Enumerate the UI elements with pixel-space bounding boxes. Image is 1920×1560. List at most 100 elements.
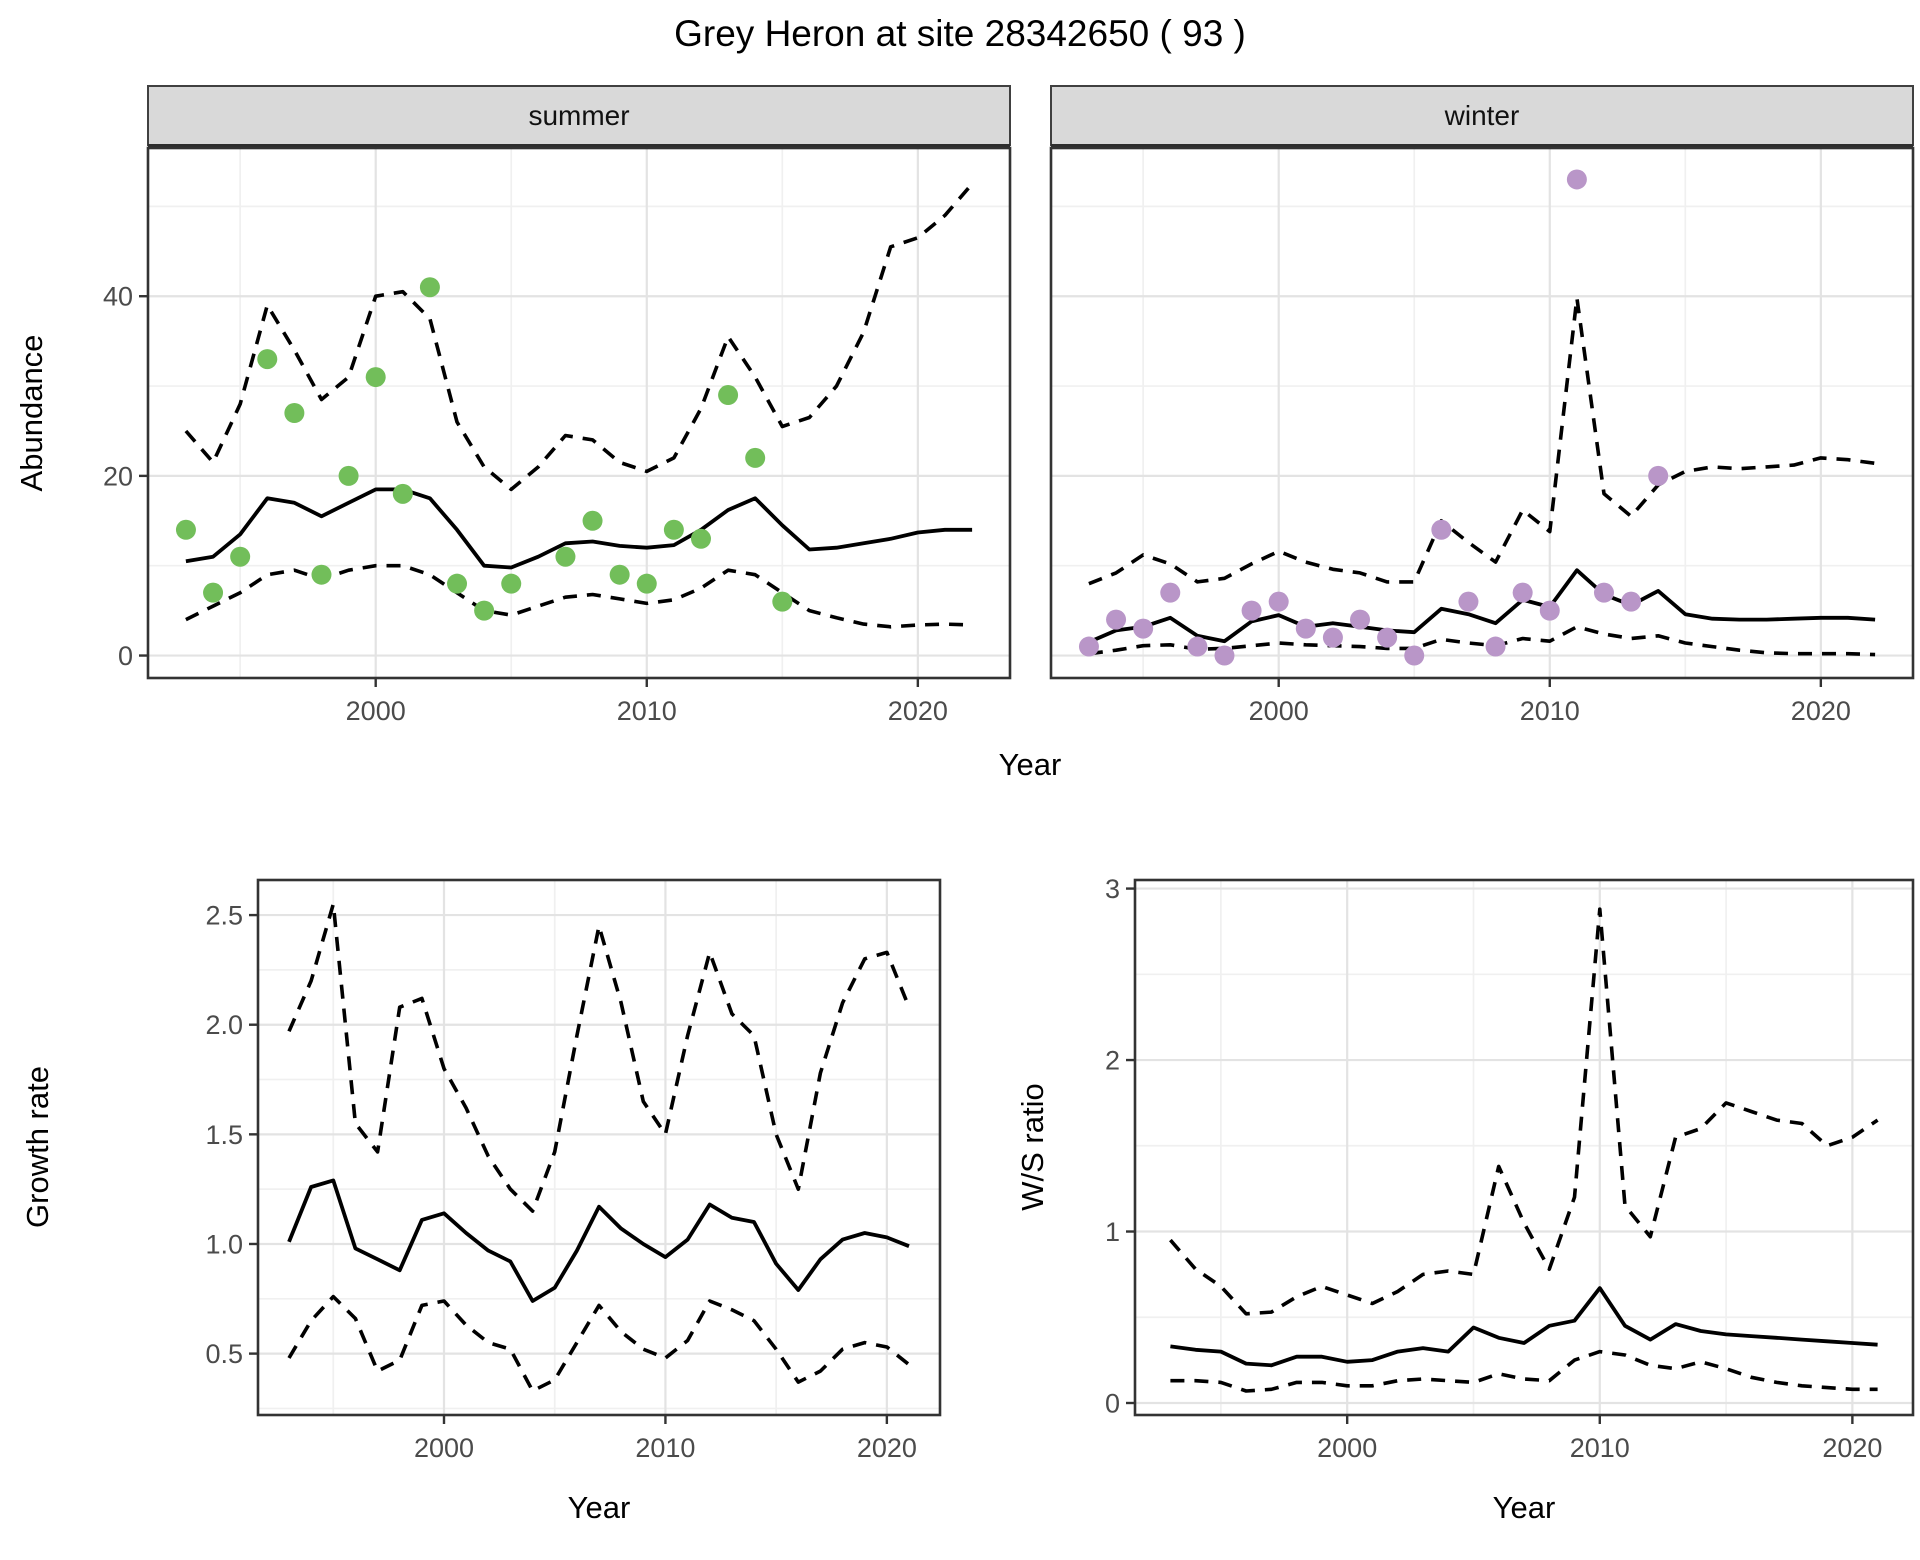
strip-background: [1050, 85, 1914, 146]
data-point: [1268, 591, 1289, 612]
data-point: [1187, 636, 1208, 657]
y-tick-label: 0: [118, 641, 133, 671]
data-point: [284, 403, 305, 423]
confidence-upper-line: [1088, 296, 1876, 586]
data-point: [203, 582, 224, 603]
data-point: [690, 528, 711, 549]
fit-line: [1088, 568, 1876, 644]
figure-title: Grey Heron at site 28342650 ( 93 ): [674, 13, 1246, 54]
confidence-lower-line: [1170, 1349, 1878, 1393]
data-point: [338, 465, 359, 486]
data-point: [1539, 600, 1560, 621]
data-point: [1133, 618, 1154, 639]
data-point: [663, 519, 684, 540]
confidence-upper-line: [287, 902, 911, 1213]
y-tick-label: 0.5: [205, 1339, 243, 1369]
x-tick-label: 2020: [888, 696, 948, 726]
x-tick-label: 2000: [346, 696, 406, 726]
panel-background: [1135, 880, 1913, 1415]
y-tick-label: 2.0: [205, 1010, 243, 1040]
y-tick-label: 0: [1105, 1388, 1120, 1418]
data-point: [609, 564, 630, 585]
data-point: [1648, 465, 1669, 486]
x-tick-label: 2020: [1791, 696, 1851, 726]
y-tick-label: 1.5: [205, 1120, 243, 1150]
facet-strip-label-winter: winter: [1444, 100, 1520, 131]
panel-border: [256, 878, 942, 1417]
data-point: [1485, 636, 1506, 657]
data-point: [1431, 519, 1452, 540]
data-point: [1593, 582, 1614, 603]
data-point: [1241, 600, 1262, 621]
fit-line: [287, 1178, 910, 1303]
data-point: [1512, 582, 1533, 603]
x-tick-label: 2020: [1822, 1433, 1882, 1463]
panel-border: [1049, 146, 1915, 680]
data-point: [745, 447, 766, 468]
x-axis-label-growth-rate: Year: [568, 1490, 631, 1525]
x-tick-label: 2010: [635, 1433, 695, 1463]
data-point: [1078, 636, 1099, 657]
x-tick-label: 2000: [1249, 696, 1309, 726]
data-point: [1160, 582, 1181, 603]
data-point: [392, 483, 413, 504]
data-point: [474, 600, 495, 621]
data-point: [175, 519, 196, 540]
data-point: [555, 546, 576, 567]
y-tick-label: 1: [1105, 1217, 1120, 1247]
panel-ws-ratio: 2000 2010 2020 0 1 2 3: [1105, 874, 1915, 1463]
data-point: [419, 277, 440, 298]
data-point: [230, 546, 251, 567]
data-point: [1621, 591, 1642, 612]
confidence-upper-line: [1169, 907, 1879, 1316]
y-tick-label: 2: [1105, 1046, 1120, 1076]
x-axis-label-ws-ratio: Year: [1493, 1490, 1556, 1525]
data-point: [772, 591, 793, 612]
data-point: [582, 510, 603, 531]
data-point: [1295, 618, 1316, 639]
y-axis-label-ws-ratio: W/S ratio: [1015, 1083, 1050, 1210]
x-tick-label: 2000: [1317, 1433, 1377, 1463]
strip-background: [147, 85, 1011, 146]
y-tick-label: 40: [103, 282, 133, 312]
x-tick-label: 2000: [414, 1433, 474, 1463]
x-tick-label: 2020: [857, 1433, 917, 1463]
panel-growth-rate: 2000 2010 2020 0.5 1.0 1.5 2.0 2.5: [205, 878, 942, 1463]
x-tick-label: 2010: [617, 696, 677, 726]
panel-background: [258, 880, 940, 1415]
y-tick-label: 3: [1105, 874, 1120, 904]
y-tick-label: 20: [103, 461, 133, 491]
x-tick-label: 2010: [1520, 696, 1580, 726]
data-point: [1214, 645, 1235, 666]
x-axis-label-top: Year: [999, 747, 1062, 782]
y-tick-label: 1.0: [205, 1229, 243, 1259]
facet-strip-label-summer: summer: [528, 100, 629, 131]
data-point: [447, 573, 468, 594]
data-point: [636, 573, 657, 594]
data-point: [1350, 609, 1371, 630]
x-tick-label: 2010: [1570, 1433, 1630, 1463]
data-point: [718, 385, 739, 406]
data-point: [1404, 645, 1425, 666]
confidence-lower-line: [287, 1294, 911, 1393]
facet-strip-winter: winter: [1050, 85, 1914, 146]
facet-strip-summer: summer: [147, 85, 1011, 146]
data-point: [1566, 169, 1587, 190]
y-tick-label: 2.5: [205, 901, 243, 931]
panel-background: [148, 148, 1010, 678]
data-point: [365, 367, 386, 388]
panel-border: [146, 146, 1012, 680]
panel-background: [1051, 148, 1913, 678]
data-point: [1322, 627, 1343, 648]
y-axis-label-growth-rate: Growth rate: [20, 1066, 55, 1228]
panel-abundance-winter: 2000 2010 2020: [1049, 146, 1915, 726]
fit-line: [185, 487, 973, 570]
panel-border: [1133, 878, 1915, 1417]
data-point: [257, 349, 278, 370]
data-point: [1458, 591, 1479, 612]
y-axis-label-abundance: Abundance: [14, 335, 49, 492]
data-point: [501, 573, 522, 594]
